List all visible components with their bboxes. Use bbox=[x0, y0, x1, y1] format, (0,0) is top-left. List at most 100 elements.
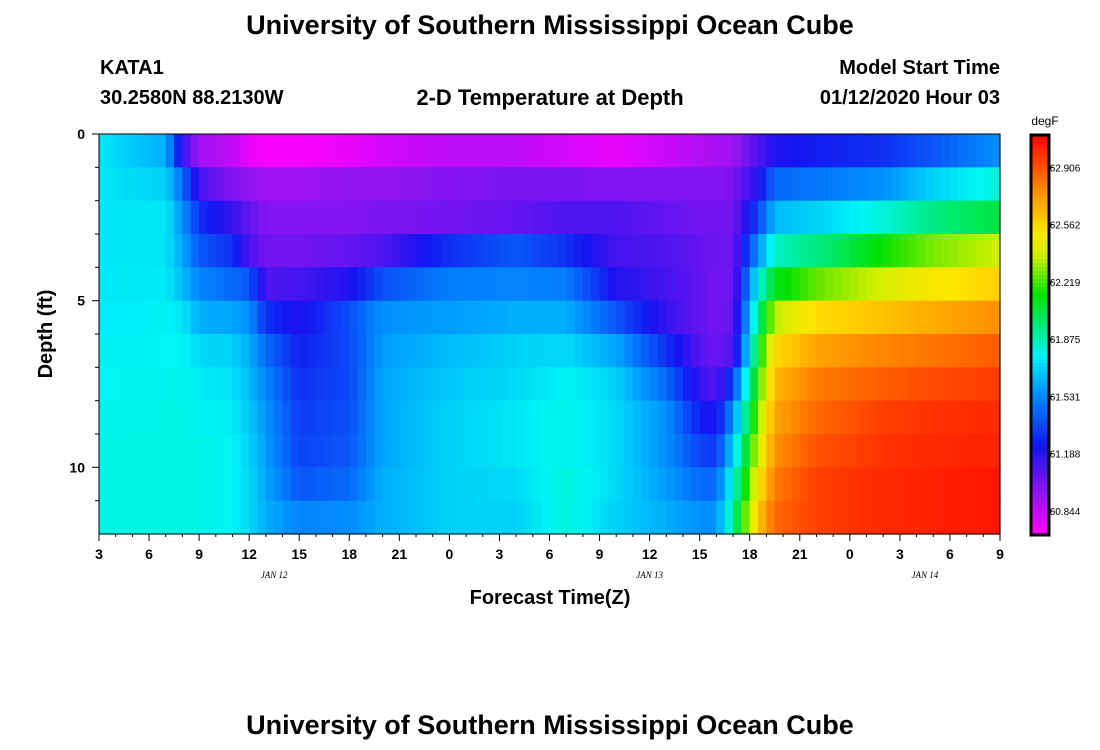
heatmap-cell bbox=[290, 134, 300, 168]
heatmap-cell bbox=[107, 334, 117, 368]
heatmap-cell bbox=[132, 134, 142, 168]
heatmap-cell bbox=[833, 167, 843, 202]
heatmap-cell bbox=[157, 434, 167, 468]
heatmap-cell bbox=[766, 334, 776, 368]
heatmap-cell bbox=[349, 167, 359, 202]
heatmap-cell bbox=[340, 267, 350, 302]
heatmap-cell bbox=[866, 267, 876, 302]
heatmap-cell bbox=[399, 134, 409, 168]
heatmap-cell bbox=[324, 234, 334, 268]
heatmap-cell bbox=[858, 234, 868, 268]
heatmap-cell bbox=[649, 334, 659, 368]
heatmap-cell bbox=[416, 167, 425, 202]
heatmap-cell bbox=[249, 367, 259, 402]
heatmap-cell bbox=[708, 300, 717, 335]
heatmap-cell bbox=[941, 134, 951, 168]
heatmap-cell bbox=[841, 467, 851, 502]
colorbar-segment bbox=[1031, 311, 1049, 316]
heatmap-cell bbox=[674, 200, 684, 235]
heatmap-cell bbox=[140, 200, 150, 235]
heatmap-cell bbox=[516, 467, 526, 502]
colorbar-segment bbox=[1031, 435, 1049, 440]
colorbar-segment bbox=[1031, 515, 1049, 520]
heatmap-cell bbox=[766, 134, 776, 168]
heatmap-cell bbox=[733, 200, 742, 235]
heatmap-cell bbox=[908, 200, 918, 235]
heatmap-cell bbox=[124, 267, 133, 302]
y-tick-label: 0 bbox=[77, 126, 85, 142]
heatmap-cell bbox=[891, 234, 901, 268]
heatmap-cell bbox=[199, 167, 209, 202]
heatmap-cell bbox=[324, 134, 334, 168]
heatmap-cell bbox=[407, 467, 417, 502]
heatmap-cell bbox=[307, 334, 317, 368]
heatmap-cell bbox=[249, 167, 259, 202]
heatmap-cell bbox=[432, 134, 442, 168]
heatmap-cell bbox=[140, 434, 150, 468]
heatmap-cell bbox=[190, 267, 200, 302]
heatmap-cell bbox=[474, 267, 484, 302]
heatmap-cell bbox=[290, 400, 300, 435]
heatmap-cell bbox=[899, 267, 909, 302]
heatmap-cell bbox=[349, 267, 359, 302]
heatmap-cell bbox=[174, 167, 184, 202]
heatmap-cell bbox=[315, 334, 325, 368]
heatmap-cell bbox=[115, 334, 125, 368]
heatmap-cell bbox=[215, 334, 225, 368]
heatmap-cell bbox=[874, 300, 884, 335]
heatmap-cell bbox=[766, 267, 776, 302]
heatmap-cell bbox=[432, 334, 442, 368]
heatmap-cell bbox=[899, 400, 909, 435]
heatmap-cell bbox=[774, 434, 784, 468]
heatmap-cell bbox=[624, 500, 634, 535]
heatmap-cell bbox=[916, 400, 926, 435]
colorbar-segment bbox=[1031, 323, 1049, 328]
heatmap-cell bbox=[140, 334, 150, 368]
heatmap-cell bbox=[916, 234, 926, 268]
heatmap-cell bbox=[699, 500, 709, 535]
heatmap-cell bbox=[174, 467, 184, 502]
heatmap-cell bbox=[582, 467, 592, 502]
heatmap-cell bbox=[599, 167, 609, 202]
heatmap-cell bbox=[507, 300, 517, 335]
heatmap-cell bbox=[958, 134, 968, 168]
heatmap-cell bbox=[307, 234, 317, 268]
heatmap-cell bbox=[257, 134, 267, 168]
heatmap-cell bbox=[466, 434, 476, 468]
heatmap-cell bbox=[833, 200, 843, 235]
heatmap-cell bbox=[416, 467, 425, 502]
heatmap-cell bbox=[532, 467, 542, 502]
heatmap-cell bbox=[632, 500, 642, 535]
heatmap-cell bbox=[849, 334, 859, 368]
heatmap-cell bbox=[424, 300, 434, 335]
heatmap-cell bbox=[441, 400, 450, 435]
heatmap-cell bbox=[257, 467, 267, 502]
heatmap-cell bbox=[624, 467, 634, 502]
heatmap-cell bbox=[599, 200, 609, 235]
heatmap-cell bbox=[974, 234, 984, 268]
heatmap-cell bbox=[491, 500, 501, 535]
heatmap-cell bbox=[149, 200, 158, 235]
heatmap-cell bbox=[532, 434, 542, 468]
heatmap-cell bbox=[424, 467, 434, 502]
heatmap-cell bbox=[432, 367, 442, 402]
heatmap-cell bbox=[499, 234, 509, 268]
heatmap-cell bbox=[824, 267, 834, 302]
heatmap-cell bbox=[424, 434, 434, 468]
heatmap-cell bbox=[474, 434, 484, 468]
heatmap-cell bbox=[983, 267, 993, 302]
heatmap-cell bbox=[774, 134, 784, 168]
heatmap-cell bbox=[741, 300, 751, 335]
heatmap-cell bbox=[566, 467, 576, 502]
heatmap-cell bbox=[741, 134, 751, 168]
heatmap-cell bbox=[374, 200, 384, 235]
heatmap-cell bbox=[374, 467, 384, 502]
heatmap-cell bbox=[541, 134, 551, 168]
heatmap-cell bbox=[949, 234, 959, 268]
heatmap-cell bbox=[941, 367, 951, 402]
heatmap-cell bbox=[357, 134, 367, 168]
heatmap-cell bbox=[199, 300, 209, 335]
heatmap-cell bbox=[741, 234, 751, 268]
heatmap-cell bbox=[282, 134, 292, 168]
heatmap-cell bbox=[691, 267, 701, 302]
